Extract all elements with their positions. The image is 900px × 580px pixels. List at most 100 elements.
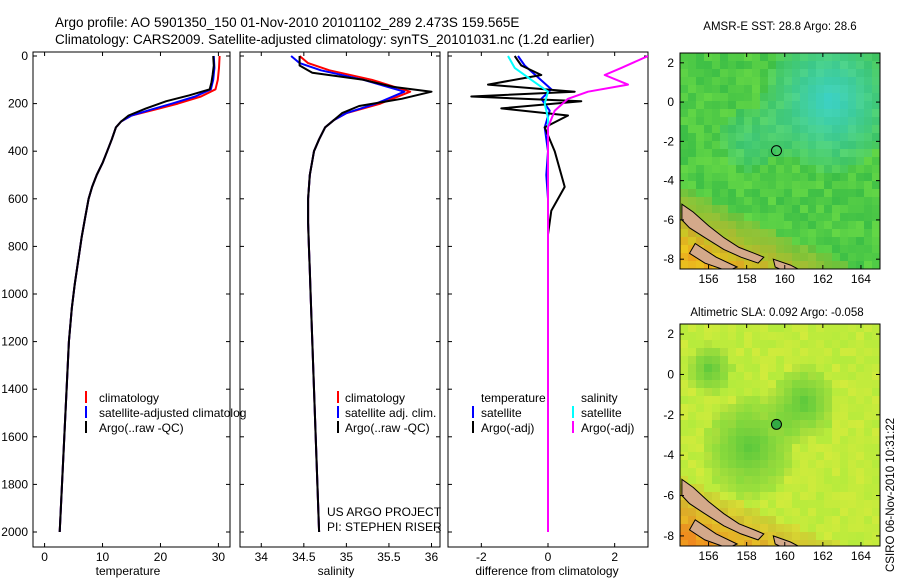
map-cell	[872, 261, 880, 269]
map-cell	[800, 460, 809, 469]
map-cell	[688, 205, 697, 214]
map-cell	[792, 500, 801, 509]
map-cell	[800, 468, 809, 477]
map-cell	[776, 85, 785, 94]
map-cell	[688, 109, 697, 118]
map-cell	[864, 197, 873, 206]
x-tick-label: 34	[255, 550, 269, 564]
map-cell	[856, 237, 865, 246]
map-cell	[856, 444, 865, 453]
map-cell	[696, 428, 705, 437]
map-cell	[800, 348, 809, 357]
map-cell	[856, 85, 865, 94]
map-cell	[712, 444, 721, 453]
map-cell	[848, 380, 857, 389]
map-cell	[760, 197, 769, 206]
map-cell	[744, 221, 753, 230]
map-cell	[776, 109, 785, 118]
map-cell	[712, 484, 721, 493]
map-cell	[712, 165, 721, 174]
map-x-tick-label: 158	[737, 272, 757, 286]
legend-label: climatology	[345, 391, 405, 405]
map-cell	[832, 221, 841, 230]
map-cell	[816, 117, 825, 126]
map-cell	[800, 117, 809, 126]
map-cell	[720, 404, 729, 413]
map-cell	[856, 93, 865, 102]
map-cell	[840, 468, 849, 477]
map-cell	[768, 508, 777, 517]
map-cell	[856, 436, 865, 445]
map-cell	[720, 444, 729, 453]
map-cell	[872, 205, 880, 214]
map-cell	[744, 173, 753, 182]
map-cell	[832, 141, 841, 150]
map-cell	[784, 181, 793, 190]
map-cell	[736, 149, 745, 158]
map-cell	[848, 69, 857, 78]
map-cell	[840, 428, 849, 437]
map-cell	[744, 101, 753, 110]
x-tick-label: 0	[41, 550, 48, 564]
map-cell	[800, 452, 809, 461]
land-island	[688, 519, 739, 546]
map-cell	[696, 436, 705, 445]
map-cell	[840, 484, 849, 493]
map-cell	[696, 404, 705, 413]
map-cell	[872, 492, 880, 501]
map-cell	[864, 484, 873, 493]
map-cell	[856, 245, 865, 254]
map-cell	[840, 53, 849, 62]
map-cell	[824, 125, 833, 134]
map-cell	[688, 404, 697, 413]
map-cell	[864, 221, 873, 230]
map-cell	[760, 149, 769, 158]
map-cell	[704, 348, 713, 357]
map-cell	[736, 468, 745, 477]
map-cell	[736, 444, 745, 453]
map-cell	[712, 157, 721, 166]
map-cell	[824, 149, 833, 158]
map-cell	[728, 340, 737, 349]
depth-tick-label: 400	[8, 144, 28, 158]
map-cell	[808, 452, 817, 461]
map-y-tick-label: 0	[667, 95, 674, 109]
depth-tick-label: 1600	[1, 430, 28, 444]
map-cell	[872, 197, 880, 206]
map-cell	[752, 388, 761, 397]
map-cell	[808, 412, 817, 421]
map-cell	[808, 149, 817, 158]
map-cell	[792, 444, 801, 453]
map-cell	[680, 468, 689, 477]
map-cell	[720, 396, 729, 405]
map-cell	[728, 508, 737, 517]
map-cell	[816, 492, 825, 501]
map-cell	[696, 173, 705, 182]
map-cell	[848, 444, 857, 453]
map-cell	[864, 492, 873, 501]
map-cell	[704, 245, 713, 254]
map-cell	[856, 181, 865, 190]
map-cell	[800, 524, 809, 533]
map-cell	[784, 444, 793, 453]
map-x-tick-label: 162	[813, 272, 833, 286]
map-cell	[824, 380, 833, 389]
map-cell	[728, 484, 737, 493]
map-cell	[680, 412, 689, 421]
map-cell	[872, 109, 880, 118]
map-cell	[840, 436, 849, 445]
map-cell	[816, 516, 825, 525]
map-cell	[840, 540, 849, 546]
difference-series	[470, 55, 648, 532]
map-cell	[784, 165, 793, 174]
map-cell	[752, 364, 761, 373]
map-cell	[768, 404, 777, 413]
map-cell	[704, 101, 713, 110]
map-cell	[792, 149, 801, 158]
map-cell	[744, 324, 753, 333]
map-cell	[864, 540, 873, 546]
sla-map-title: Altimetric SLA: 0.092 Argo: -0.058	[690, 307, 863, 319]
map-cell	[768, 197, 777, 206]
map-cell	[848, 516, 857, 525]
map-cell	[752, 173, 761, 182]
